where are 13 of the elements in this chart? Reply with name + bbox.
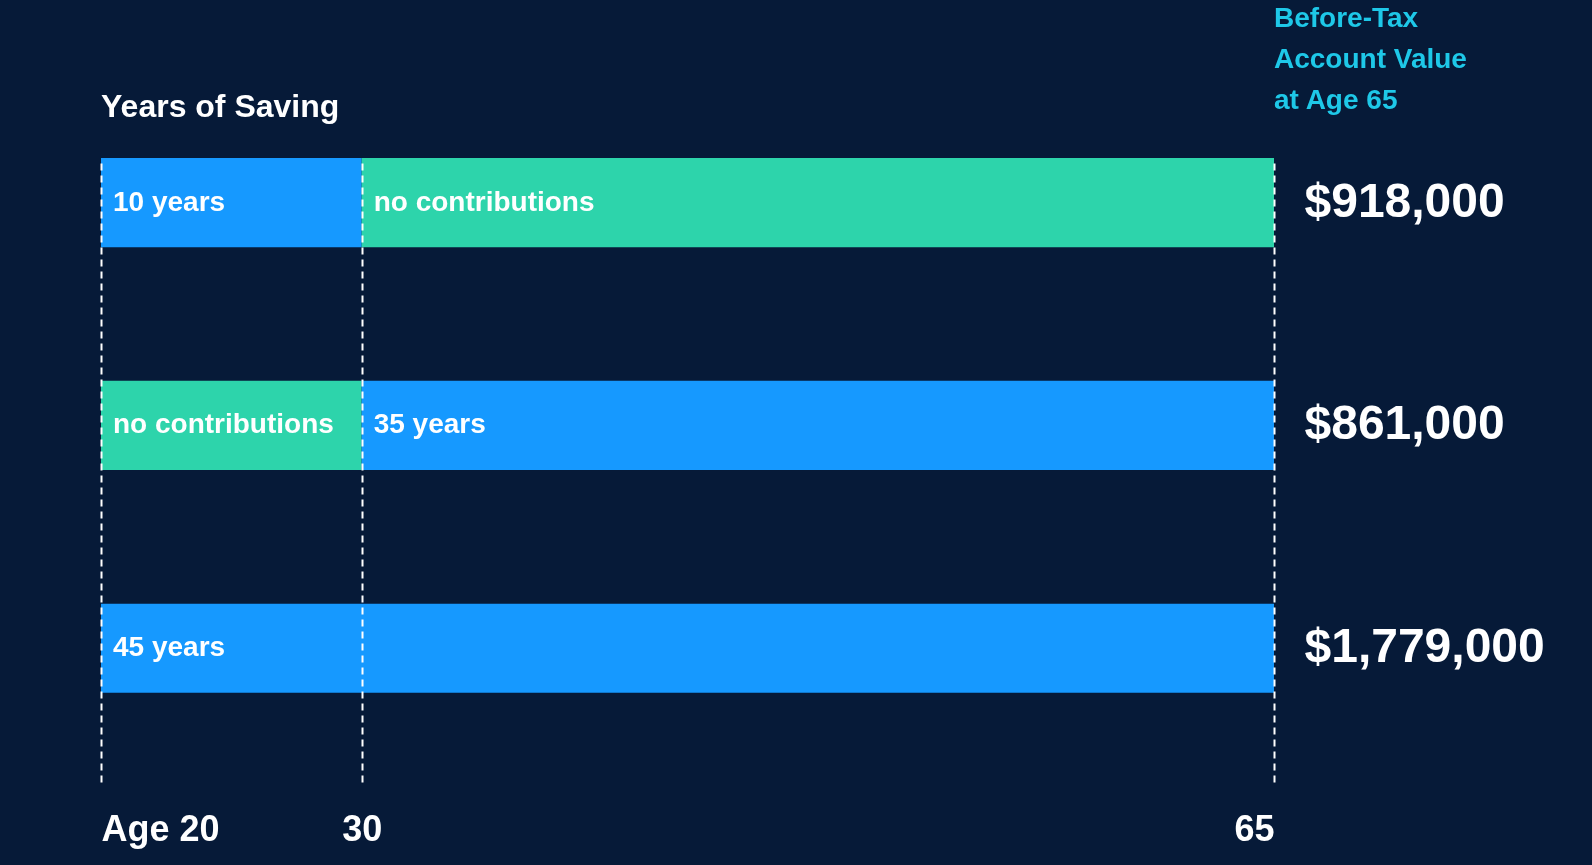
data-label: 35 years bbox=[373, 408, 486, 440]
data-label: no contributions bbox=[113, 408, 334, 440]
data-label: no contributions bbox=[373, 185, 595, 217]
chart-title: Years of Saving bbox=[101, 88, 340, 124]
x-tick-label: 30 bbox=[342, 807, 383, 849]
y-tick-label: $918,000 bbox=[1304, 173, 1505, 227]
data-label: 10 years bbox=[113, 185, 226, 217]
x-tick-label: Age 20 bbox=[101, 807, 220, 849]
data-label: 45 years bbox=[113, 631, 226, 663]
y-axis-title: Before-Tax Account Value at Age 65 bbox=[1274, 2, 1467, 115]
y-tick-label: $861,000 bbox=[1304, 396, 1505, 450]
y-tick-label: $1,779,000 bbox=[1304, 619, 1545, 673]
x-tick-label: 65 bbox=[1234, 807, 1275, 849]
